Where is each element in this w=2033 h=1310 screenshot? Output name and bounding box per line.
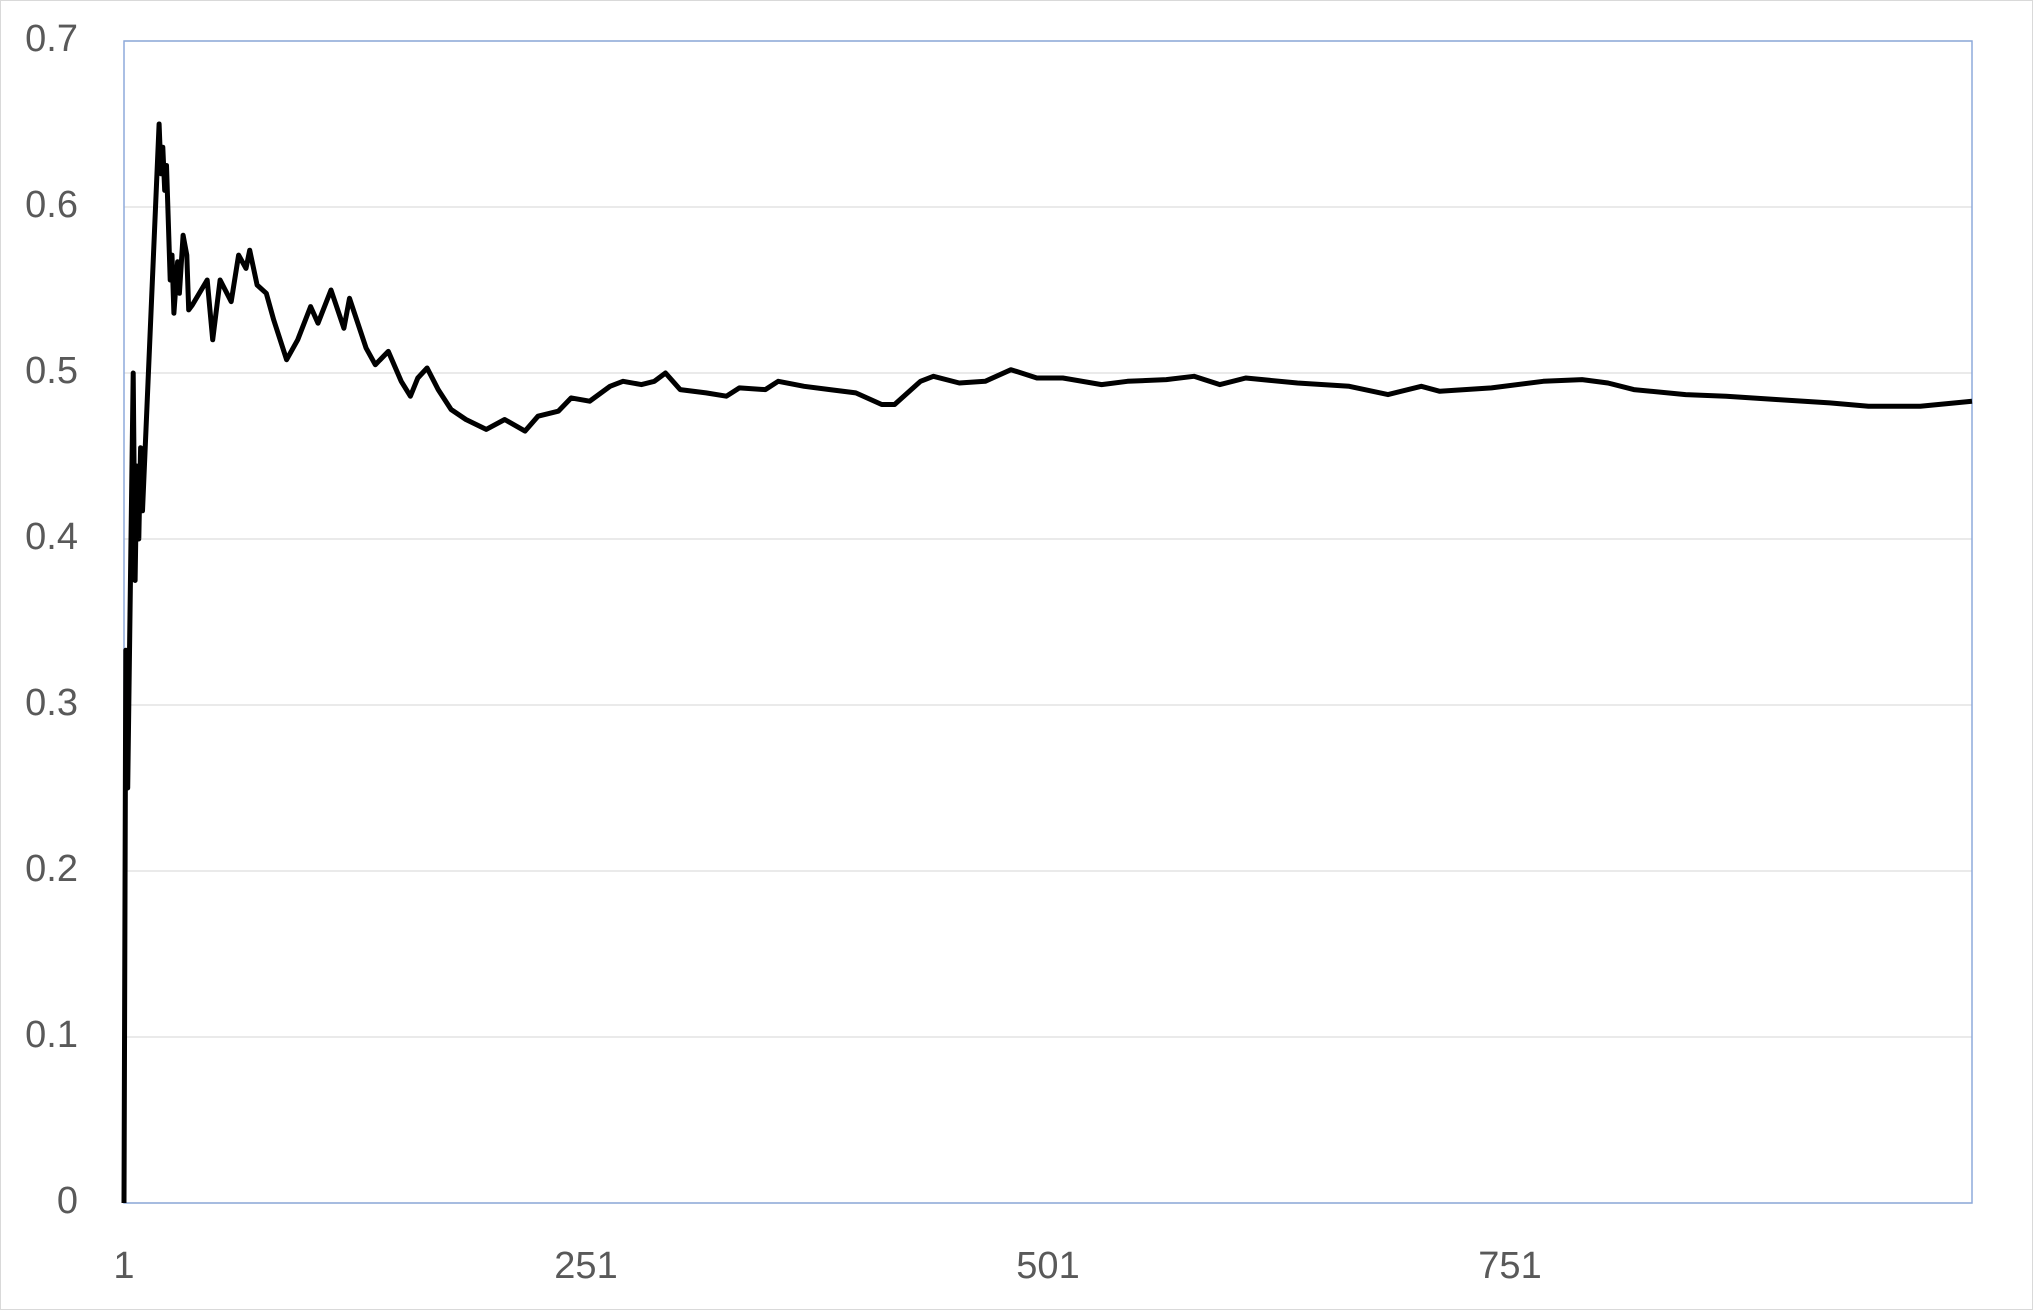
- x-tick-label: 1: [113, 1245, 134, 1287]
- y-tick-label: 0.2: [25, 848, 78, 890]
- y-tick-label: 0.1: [25, 1014, 78, 1056]
- x-tick-label: 501: [1016, 1245, 1079, 1287]
- y-tick-label: 0.4: [25, 516, 78, 558]
- data-line: [121, 121, 1973, 1204]
- x-tick-label: 251: [554, 1245, 617, 1287]
- y-tick-label: 0.5: [25, 350, 78, 392]
- y-tick-label: 0.3: [25, 682, 78, 724]
- y-tick-label: 0: [57, 1180, 78, 1222]
- plot-area: [123, 40, 1973, 1204]
- x-tick-label: 751: [1478, 1245, 1541, 1287]
- y-tick-label: 0.7: [25, 18, 78, 60]
- y-tick-label: 0.6: [25, 184, 78, 226]
